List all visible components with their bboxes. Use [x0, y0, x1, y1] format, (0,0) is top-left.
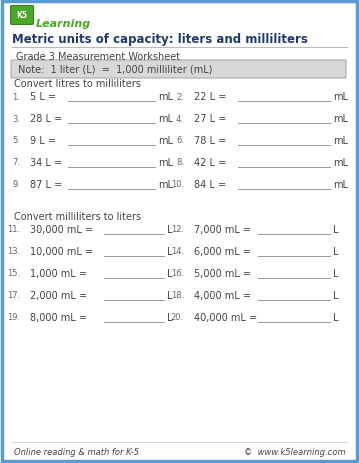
Text: 12.: 12. — [171, 225, 184, 234]
Text: mL: mL — [333, 180, 348, 189]
Text: 9 L =: 9 L = — [30, 136, 56, 146]
Text: mL: mL — [158, 180, 173, 189]
Text: Grade 3 Measurement Worksheet: Grade 3 Measurement Worksheet — [16, 52, 180, 62]
Text: 2,000 mL =: 2,000 mL = — [30, 290, 87, 300]
Text: 4,000 mL =: 4,000 mL = — [194, 290, 251, 300]
Text: Learning: Learning — [36, 19, 91, 29]
Text: L: L — [333, 290, 339, 300]
Text: 8,000 mL =: 8,000 mL = — [30, 313, 87, 322]
Text: mL: mL — [158, 92, 173, 102]
Text: 30,000 mL =: 30,000 mL = — [30, 225, 93, 234]
Text: L: L — [167, 290, 173, 300]
Text: 27 L =: 27 L = — [194, 114, 227, 124]
Text: 87 L =: 87 L = — [30, 180, 62, 189]
Text: 1,000 mL =: 1,000 mL = — [30, 269, 87, 278]
Text: 3.: 3. — [12, 114, 20, 123]
Text: 20.: 20. — [171, 313, 184, 322]
Text: L: L — [333, 313, 339, 322]
Text: mL: mL — [158, 114, 173, 124]
Text: L: L — [167, 225, 173, 234]
FancyBboxPatch shape — [10, 6, 33, 25]
Text: Convert litres to milliliters: Convert litres to milliliters — [14, 79, 141, 89]
Text: L: L — [333, 225, 339, 234]
Text: 10.: 10. — [171, 180, 184, 189]
Text: ©  www.k5learning.com: © www.k5learning.com — [244, 448, 346, 457]
Text: L: L — [167, 269, 173, 278]
Text: mL: mL — [333, 114, 348, 124]
Text: 34 L =: 34 L = — [30, 158, 62, 168]
FancyBboxPatch shape — [11, 61, 346, 79]
Text: L: L — [333, 246, 339, 257]
Text: 7.: 7. — [12, 158, 20, 167]
Text: 13.: 13. — [7, 247, 20, 256]
Text: 5,000 mL =: 5,000 mL = — [194, 269, 251, 278]
Text: 2.: 2. — [176, 92, 184, 101]
Text: 9.: 9. — [12, 180, 20, 189]
Text: 4.: 4. — [176, 114, 184, 123]
Text: 17.: 17. — [7, 291, 20, 300]
Text: Convert milliliters to liters: Convert milliliters to liters — [14, 212, 141, 221]
Text: 5 L =: 5 L = — [30, 92, 56, 102]
Text: Online reading & math for K-5: Online reading & math for K-5 — [14, 448, 139, 457]
Text: 16.: 16. — [171, 269, 184, 278]
Text: 22 L =: 22 L = — [194, 92, 227, 102]
Text: L: L — [333, 269, 339, 278]
Text: 11.: 11. — [7, 225, 20, 234]
Text: 7,000 mL =: 7,000 mL = — [194, 225, 251, 234]
Text: 28 L =: 28 L = — [30, 114, 62, 124]
Text: L: L — [167, 246, 173, 257]
Text: 10,000 mL =: 10,000 mL = — [30, 246, 93, 257]
Text: mL: mL — [333, 136, 348, 146]
Text: 18.: 18. — [171, 291, 184, 300]
Text: 84 L =: 84 L = — [194, 180, 226, 189]
Text: 40,000 mL =: 40,000 mL = — [194, 313, 257, 322]
Text: 14.: 14. — [171, 247, 184, 256]
Text: 78 L =: 78 L = — [194, 136, 226, 146]
Text: 5.: 5. — [12, 136, 20, 145]
Text: 1.: 1. — [12, 92, 20, 101]
Text: 15.: 15. — [7, 269, 20, 278]
Text: mL: mL — [333, 92, 348, 102]
Text: 42 L =: 42 L = — [194, 158, 226, 168]
Text: 19.: 19. — [7, 313, 20, 322]
Text: mL: mL — [158, 136, 173, 146]
Text: 6.: 6. — [176, 136, 184, 145]
Text: mL: mL — [158, 158, 173, 168]
Text: 8.: 8. — [176, 158, 184, 167]
Text: mL: mL — [333, 158, 348, 168]
Text: K5: K5 — [17, 12, 28, 20]
Text: Note:  1 liter (L)  =  1,000 milliliter (mL): Note: 1 liter (L) = 1,000 milliliter (mL… — [18, 65, 213, 75]
Text: Metric units of capacity: liters and milliliters: Metric units of capacity: liters and mil… — [12, 33, 308, 46]
Text: 6,000 mL =: 6,000 mL = — [194, 246, 251, 257]
Text: L: L — [167, 313, 173, 322]
